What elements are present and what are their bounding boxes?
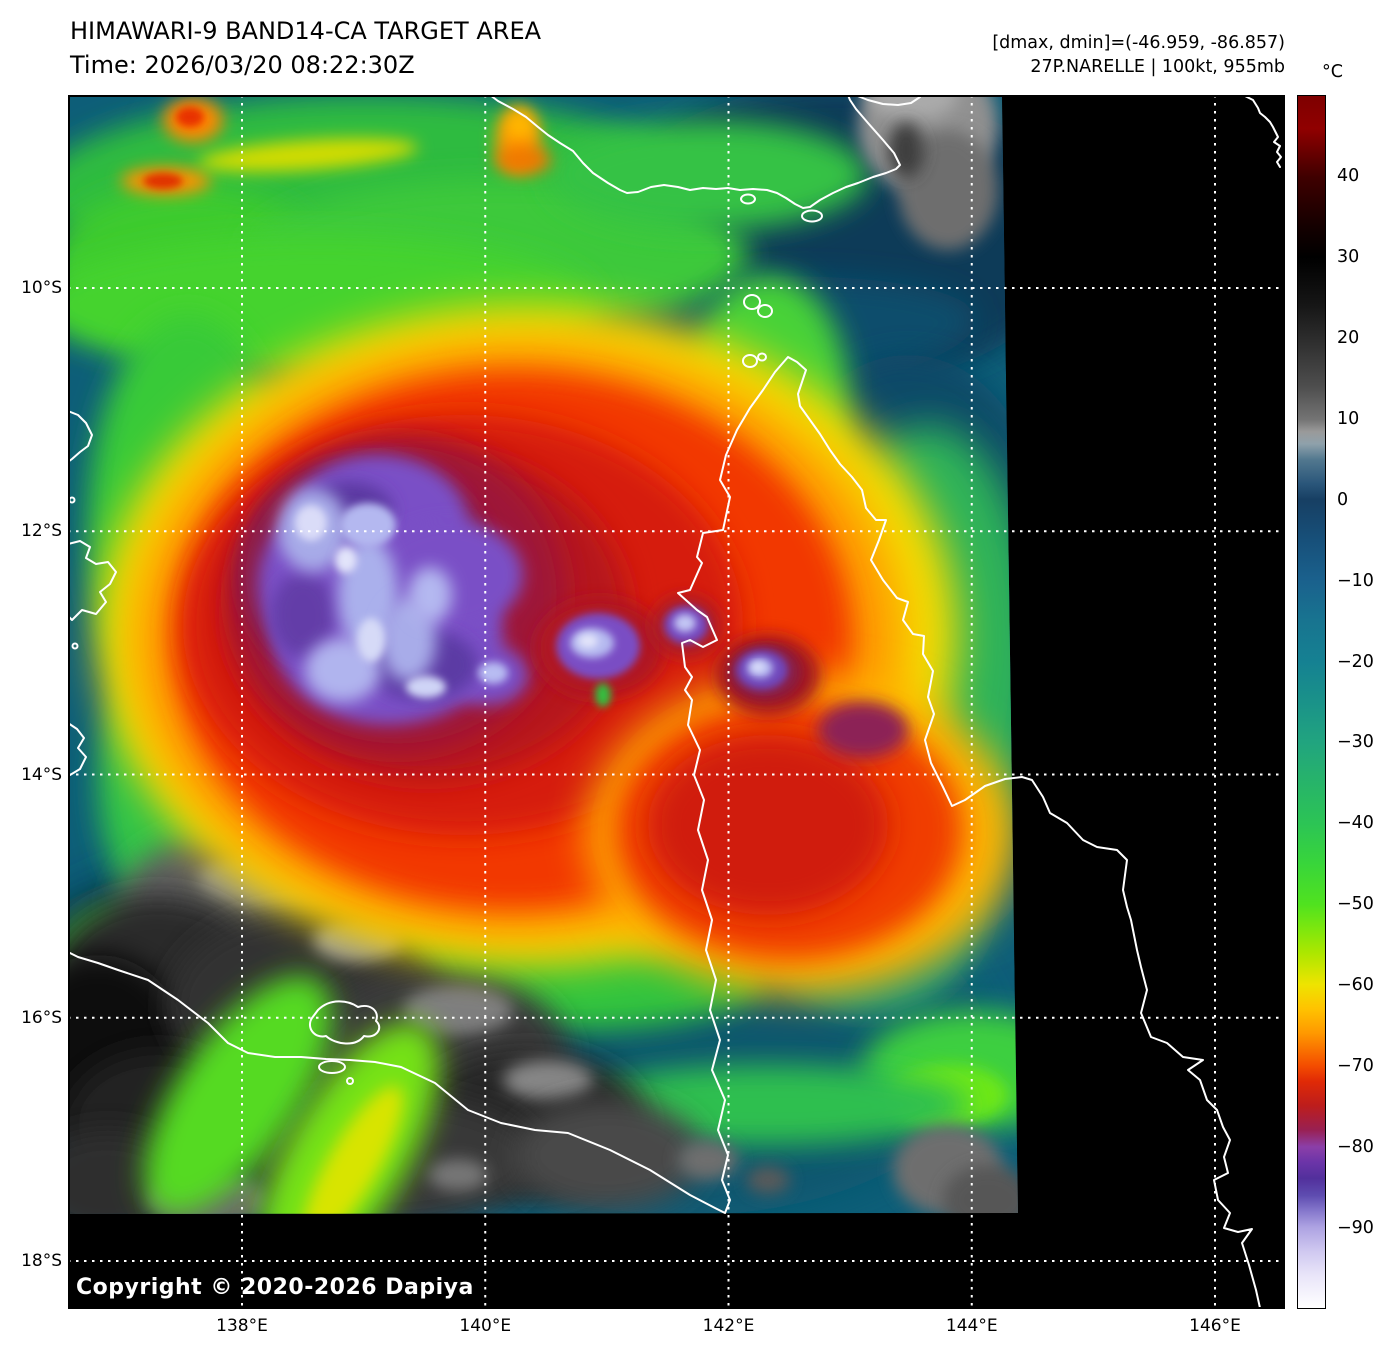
figure-title: HIMAWARI-9 BAND14-CA TARGET AREA (70, 17, 542, 45)
coastline-png-east-corner (1242, 95, 1282, 168)
colorbar-tick-label: −60 (1337, 975, 1374, 996)
lat-tick-label: 10°S (21, 278, 62, 298)
map-plot: Copyright © 2020-2026 Dapiya (68, 95, 1285, 1309)
coastline-torres-island (757, 352, 767, 362)
satellite-image (68, 95, 1285, 1309)
satellite-data-field (68, 95, 1018, 1214)
colorbar-tick-label: −10 (1337, 570, 1374, 591)
coastline-torres-island (743, 294, 761, 310)
copyright-label: Copyright © 2020-2026 Dapiya (76, 1275, 474, 1300)
coastline-mornington-island (308, 1000, 381, 1045)
colorbar-tick-label: −70 (1337, 1056, 1374, 1077)
coastline-left-island-a (68, 410, 93, 463)
colorbar-tick-label: −80 (1337, 1137, 1374, 1158)
coastline-torres-island (757, 304, 773, 318)
colorbar-tick-label: 10 (1337, 408, 1360, 429)
lon-tick-label: 142°E (702, 1316, 755, 1336)
lat-tick-label: 12°S (21, 521, 62, 542)
figure-timestamp: Time: 2026/03/20 08:22:30Z (70, 51, 415, 79)
colorbar-tick-label: 40 (1337, 165, 1360, 186)
coastline-torres-island (740, 193, 756, 205)
coastline-gulf-capeyork-qld (68, 356, 1261, 1309)
colorbar-tick-label: 30 (1337, 246, 1360, 267)
lat-tick-label: 16°S (21, 1007, 62, 1028)
colorbar-tick-label: 0 (1337, 489, 1349, 510)
coastline-png-south (489, 95, 901, 209)
lon-tick-label: 144°E (945, 1316, 998, 1336)
lon-tick-label: 146°E (1189, 1316, 1241, 1336)
colorbar-tick-label: −30 (1337, 732, 1374, 753)
colorbar-tick-label: −20 (1337, 651, 1374, 672)
coastlines (68, 95, 1282, 1309)
lat-tick-label: 18°S (21, 1251, 62, 1271)
colorbar-tick-label: −50 (1337, 894, 1374, 915)
colorbar-tick-label: −40 (1337, 813, 1374, 834)
lon-tick-label: 140°E (459, 1316, 512, 1336)
annotation-dmax-dmin: [dmax, dmin]=(-46.959, -86.857) (992, 33, 1285, 53)
colorbar-tick-label: −90 (1337, 1218, 1374, 1239)
coastline-torres-island (801, 209, 823, 223)
plot-border (68, 95, 1285, 1309)
coastline-png-fragment (854, 95, 921, 106)
colorbar-unit-label: °C (1322, 62, 1343, 82)
lat-tick-label: 14°S (21, 764, 62, 785)
coastline-torres-island (742, 354, 758, 368)
colorbar (1297, 95, 1326, 1309)
lon-tick-label: 138°E (216, 1316, 268, 1336)
coastline-left-island-b (68, 540, 117, 621)
annotation-storm-info: 27P.NARELLE | 100kt, 955mb (1030, 57, 1285, 77)
grid-lines (68, 95, 1285, 1309)
coastline-left-island-c (68, 722, 87, 776)
colorbar-tick-label: 20 (1337, 327, 1360, 348)
